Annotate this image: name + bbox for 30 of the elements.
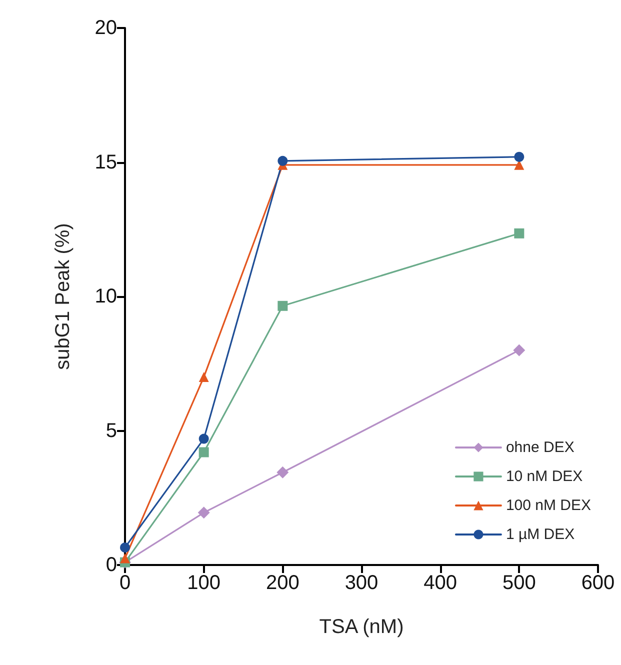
y-axis-title: subG1 Peak (%) (52, 223, 74, 370)
legend-label: 10 nM DEX (506, 468, 583, 485)
point (276, 466, 289, 478)
y-tick-label: 5 (106, 420, 117, 442)
point (278, 300, 288, 311)
point (198, 372, 209, 382)
y-tick-label: 10 (94, 286, 117, 308)
point (198, 434, 209, 444)
y-tick-label: 15 (94, 151, 117, 174)
x-tick-label: 100 (187, 572, 221, 594)
legend-label: 1 µM DEX (506, 526, 575, 543)
point (513, 344, 526, 356)
x-tick-label: 600 (581, 572, 615, 594)
x-tick-label: 200 (266, 572, 300, 594)
point (198, 447, 209, 458)
x-axis-title: TSA (nM) (319, 616, 404, 638)
y-tick-label: 0 (106, 554, 117, 576)
point (120, 553, 130, 564)
point (198, 506, 210, 519)
y-tick-label: 20 (94, 17, 117, 39)
legend-label: ohne DEX (506, 439, 574, 456)
point (278, 156, 288, 166)
point (514, 152, 524, 162)
x-tick-label: 400 (424, 572, 458, 594)
legend-label: 100 nM DEX (506, 497, 592, 514)
x-tick-label: 300 (344, 572, 378, 594)
x-tick-label: 0 (119, 572, 131, 594)
point (514, 228, 524, 238)
point (120, 542, 130, 553)
x-tick-label: 500 (502, 572, 536, 594)
